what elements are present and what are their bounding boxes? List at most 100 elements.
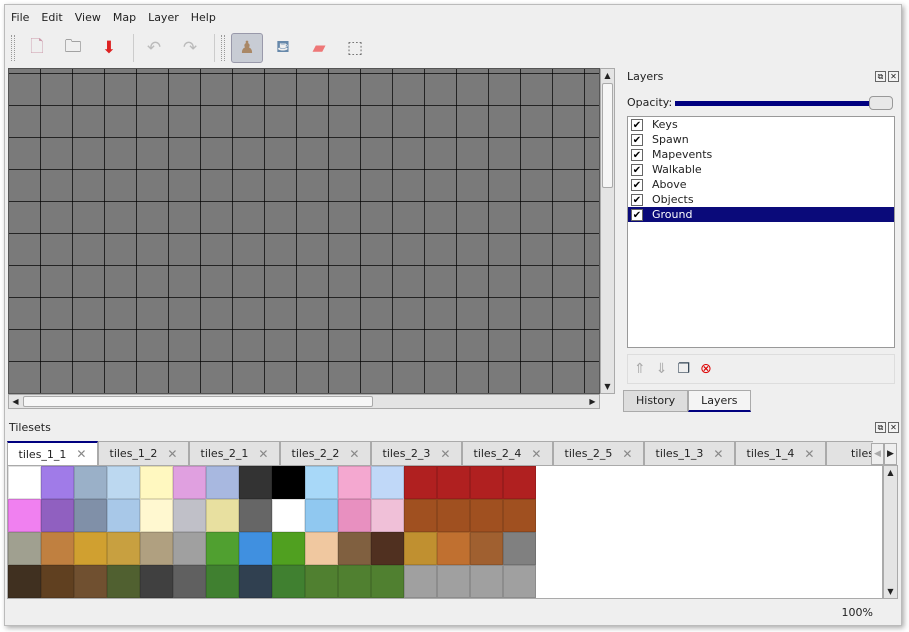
tile[interactable] (206, 565, 239, 598)
tile[interactable] (371, 565, 404, 598)
close-tab-icon[interactable]: ✕ (167, 446, 178, 461)
layer-item[interactable]: ✔ Walkable (628, 162, 894, 177)
tile[interactable] (503, 466, 536, 499)
redo-button[interactable]: ↷ (174, 33, 206, 63)
tile[interactable] (305, 565, 338, 598)
opacity-slider[interactable] (675, 101, 875, 106)
tile[interactable] (239, 499, 272, 532)
visibility-checkbox[interactable]: ✔ (631, 118, 643, 131)
tab-history[interactable]: History (623, 390, 689, 412)
bucket-fill-button[interactable]: ⛾ (267, 33, 299, 63)
menu-file[interactable]: File (11, 11, 30, 24)
move-layer-down-icon[interactable]: ⇓ (655, 361, 668, 377)
tile[interactable] (140, 499, 173, 532)
tileset-scrollbar[interactable]: ▲ ▼ (883, 465, 898, 599)
map-horizontal-scrollbar[interactable]: ◀ ▶ (8, 394, 600, 409)
visibility-checkbox[interactable]: ✔ (631, 148, 643, 161)
tile[interactable] (41, 466, 74, 499)
close-icon[interactable]: ✕ (888, 422, 899, 433)
tile[interactable] (371, 466, 404, 499)
tile[interactable] (74, 565, 107, 598)
tile[interactable] (8, 499, 41, 532)
tabs-left-icon[interactable]: ◀ (871, 443, 884, 465)
toolbar-grip[interactable] (221, 35, 225, 61)
duplicate-layer-icon[interactable]: ❐ (677, 361, 691, 377)
close-tab-icon[interactable]: ✕ (713, 446, 724, 461)
tileset-tab[interactable]: tiles_1_4 ✕ (735, 441, 826, 465)
tile[interactable] (206, 532, 239, 565)
tile[interactable] (239, 532, 272, 565)
tile[interactable] (338, 532, 371, 565)
close-icon[interactable]: ✕ (888, 71, 899, 82)
tile[interactable] (140, 532, 173, 565)
eraser-button[interactable]: ▰ (303, 33, 335, 63)
tile[interactable] (470, 565, 503, 598)
tile[interactable] (107, 565, 140, 598)
tile[interactable] (404, 532, 437, 565)
tile[interactable] (41, 499, 74, 532)
tile[interactable] (305, 499, 338, 532)
visibility-checkbox[interactable]: ✔ (631, 178, 643, 191)
close-tab-icon[interactable]: ✕ (76, 447, 87, 461)
tileset-tab[interactable]: tiles_2_4 ✕ (462, 441, 553, 465)
map-canvas[interactable] (8, 68, 600, 394)
close-tab-icon[interactable]: ✕ (440, 446, 451, 461)
tile[interactable] (503, 499, 536, 532)
tile[interactable] (74, 532, 107, 565)
scroll-up-icon[interactable]: ▲ (604, 71, 611, 80)
tile[interactable] (437, 466, 470, 499)
tileset-tab[interactable]: tiles_1_2 ✕ (98, 441, 189, 465)
tileset-tab[interactable]: tiles_1_3 ✕ (644, 441, 735, 465)
tile[interactable] (239, 466, 272, 499)
menu-view[interactable]: View (74, 11, 101, 24)
menu-layer[interactable]: Layer (148, 11, 179, 24)
tile[interactable] (8, 565, 41, 598)
menu-map[interactable]: Map (112, 11, 137, 24)
tile[interactable] (437, 532, 470, 565)
tile[interactable] (206, 499, 239, 532)
tile[interactable] (272, 565, 305, 598)
tile[interactable] (74, 466, 107, 499)
tileset-view[interactable] (7, 465, 883, 599)
tile[interactable] (107, 466, 140, 499)
close-tab-icon[interactable]: ✕ (258, 446, 269, 461)
visibility-checkbox[interactable]: ✔ (631, 133, 643, 146)
save-button[interactable]: ⬇ (93, 33, 125, 63)
scroll-right-icon[interactable]: ▶ (589, 397, 596, 406)
tile[interactable] (272, 499, 305, 532)
rect-select-button[interactable]: ⬚ (339, 33, 371, 63)
undo-button[interactable]: ↶ (138, 33, 170, 63)
tile[interactable] (272, 466, 305, 499)
tileset-tab[interactable]: tiles_2_1 ✕ (189, 441, 280, 465)
tile[interactable] (470, 466, 503, 499)
tile[interactable] (437, 499, 470, 532)
tile[interactable] (371, 499, 404, 532)
menu-help[interactable]: Help (190, 11, 216, 24)
tileset-tab[interactable]: tiles_1_1 ✕ (7, 441, 98, 465)
tile[interactable] (173, 565, 206, 598)
layer-item[interactable]: ✔ Mapevents (628, 147, 894, 162)
tileset-tab[interactable]: tiles_2_5 ✕ (553, 441, 644, 465)
layer-item[interactable]: ✔ Ground (628, 207, 894, 222)
layer-item[interactable]: ✔ Spawn (628, 132, 894, 147)
visibility-checkbox[interactable]: ✔ (631, 163, 643, 176)
scroll-down-icon[interactable]: ▼ (887, 587, 894, 596)
close-tab-icon[interactable]: ✕ (804, 446, 815, 461)
scroll-left-icon[interactable]: ◀ (12, 397, 19, 406)
layer-item[interactable]: ✔ Keys (628, 117, 894, 132)
tile[interactable] (74, 499, 107, 532)
tile[interactable] (338, 565, 371, 598)
close-tab-icon[interactable]: ✕ (349, 446, 360, 461)
tile[interactable] (338, 499, 371, 532)
tile[interactable] (206, 466, 239, 499)
move-layer-up-icon[interactable]: ⇑ (634, 361, 646, 377)
tile[interactable] (107, 499, 140, 532)
open-button[interactable]: 🗀 (57, 33, 89, 63)
scroll-thumb[interactable] (602, 83, 613, 188)
tile[interactable] (437, 565, 470, 598)
tile[interactable] (371, 532, 404, 565)
close-tab-icon[interactable]: ✕ (531, 446, 542, 461)
tileset-tab[interactable]: tiles_1_ (826, 441, 873, 465)
tile[interactable] (338, 466, 371, 499)
tile[interactable] (140, 466, 173, 499)
